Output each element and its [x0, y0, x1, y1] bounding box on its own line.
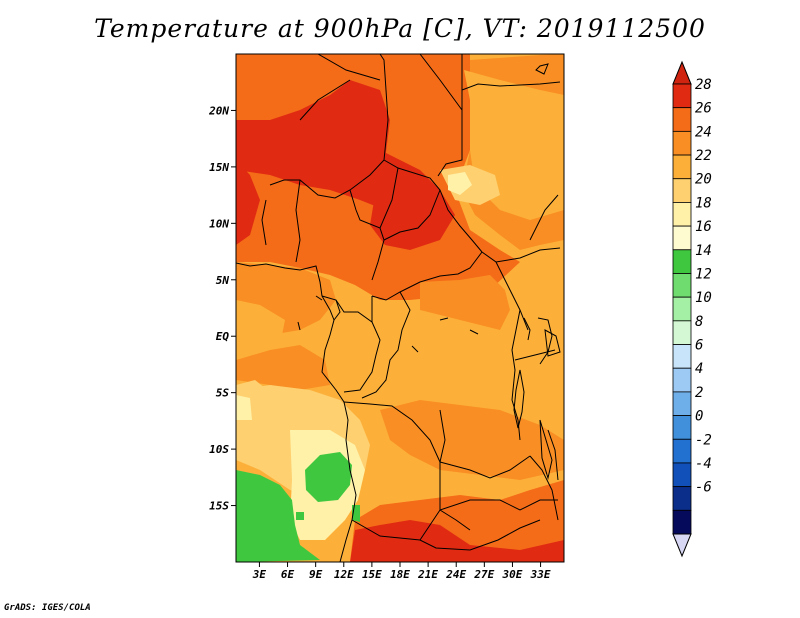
colorbar-label: 14: [695, 243, 712, 259]
colorbar-label: 4: [695, 361, 703, 377]
colorbar-label: -2: [695, 432, 712, 448]
colorbar-label: 6: [695, 338, 703, 354]
lon-tick-label: 6E: [281, 568, 295, 581]
lon-tick-label: 30E: [502, 568, 523, 581]
lat-tick-label: 10S: [209, 443, 229, 456]
colorbar-swatch: [672, 438, 692, 464]
colorbar-swatch: [672, 273, 692, 298]
temperature-region-14: [305, 452, 352, 502]
country-borders: [236, 54, 561, 562]
latitude-axis: 20N 15N 10N 5N EQ 5S 10S 15S: [208, 104, 236, 513]
temperature-region-22: [340, 305, 520, 405]
colorbar-swatch: [672, 462, 692, 488]
lon-tick-label: 33E: [530, 568, 551, 581]
colorbar-swatch: [672, 486, 692, 511]
colorbar-swatch: [672, 320, 692, 345]
colorbar-label: -6: [695, 480, 712, 496]
colorbar-swatch: [672, 249, 692, 274]
colorbar-swatch: [672, 107, 692, 132]
colorbar-label: 24: [695, 124, 712, 140]
lat-tick-label: 15N: [209, 161, 229, 174]
colorbar-label: 26: [695, 101, 712, 117]
colorbar-swatch: [672, 83, 692, 109]
temperature-region-18: [448, 172, 472, 195]
lon-tick-label: 12E: [334, 568, 354, 581]
lon-tick-label: 24E: [445, 568, 466, 581]
temperature-field: [236, 54, 564, 562]
temperature-region-28: [236, 160, 260, 245]
temperature-region-22: [236, 300, 285, 345]
colorbar-swatch: [672, 391, 692, 416]
colorbar-label: 12: [695, 266, 712, 282]
colorbar-swatch: [672, 178, 692, 203]
longitude-axis: 3E 6E 9E 12E 15E 18E 21E 24E 27E 30E 33E: [252, 562, 551, 581]
lon-tick-label: 15E: [362, 568, 382, 581]
colorbar-bottom-arrow: [672, 533, 692, 558]
colorbar-top-arrow: [672, 60, 692, 85]
lat-tick-label: 5N: [216, 274, 230, 287]
colorbar-label: 2: [695, 385, 703, 401]
temperature-region-14: [296, 512, 304, 520]
colorbar-swatch: [672, 509, 692, 535]
colorbar-label: 0: [695, 409, 703, 425]
colorbar-label: 20: [695, 172, 712, 188]
lat-tick-label: 15S: [209, 500, 229, 513]
temperature-region-18: [236, 395, 252, 420]
lat-tick-label: EQ: [216, 330, 230, 343]
colorbar-swatch: [672, 202, 692, 227]
colorbar-swatch: [672, 130, 692, 156]
colorbar-label: 22: [695, 148, 712, 164]
colorbar-swatch: [672, 296, 692, 322]
lon-tick-label: 9E: [309, 568, 323, 581]
temperature-region-14: [236, 470, 320, 562]
colorbar-label: 28: [695, 77, 712, 93]
lat-tick-label: 5S: [216, 387, 230, 400]
colorbar-label: -4: [695, 456, 712, 472]
temperature-region-28: [350, 520, 564, 562]
lon-tick-label: 18E: [390, 568, 410, 581]
colorbar-swatch: [672, 154, 692, 180]
map-title: Temperature at 900hPa [C], VT: 201911250…: [94, 14, 706, 43]
temperature-region-20: [236, 380, 270, 400]
colorbar-swatch: [672, 367, 692, 393]
lon-tick-label: 27E: [473, 568, 494, 581]
colorbar-label: 8: [695, 314, 703, 330]
temperature-region-28: [370, 150, 455, 250]
lon-tick-label: 21E: [417, 568, 438, 581]
colorbar-swatch: [672, 344, 692, 369]
lon-tick-label: 3E: [252, 568, 267, 581]
colorbar-label: 10: [695, 290, 712, 306]
colorbar-swatch: [672, 415, 692, 440]
lat-tick-label: 10N: [209, 217, 229, 230]
colorbar-label: 16: [695, 219, 712, 235]
temperature-region-28: [236, 80, 395, 210]
software-credit: GrADS: IGES/COLA: [4, 603, 91, 613]
colorbar-swatch: [672, 225, 692, 251]
colorbar-label: 18: [695, 195, 712, 211]
temperature-region-24: [236, 345, 330, 390]
lat-tick-label: 20N: [208, 104, 229, 117]
